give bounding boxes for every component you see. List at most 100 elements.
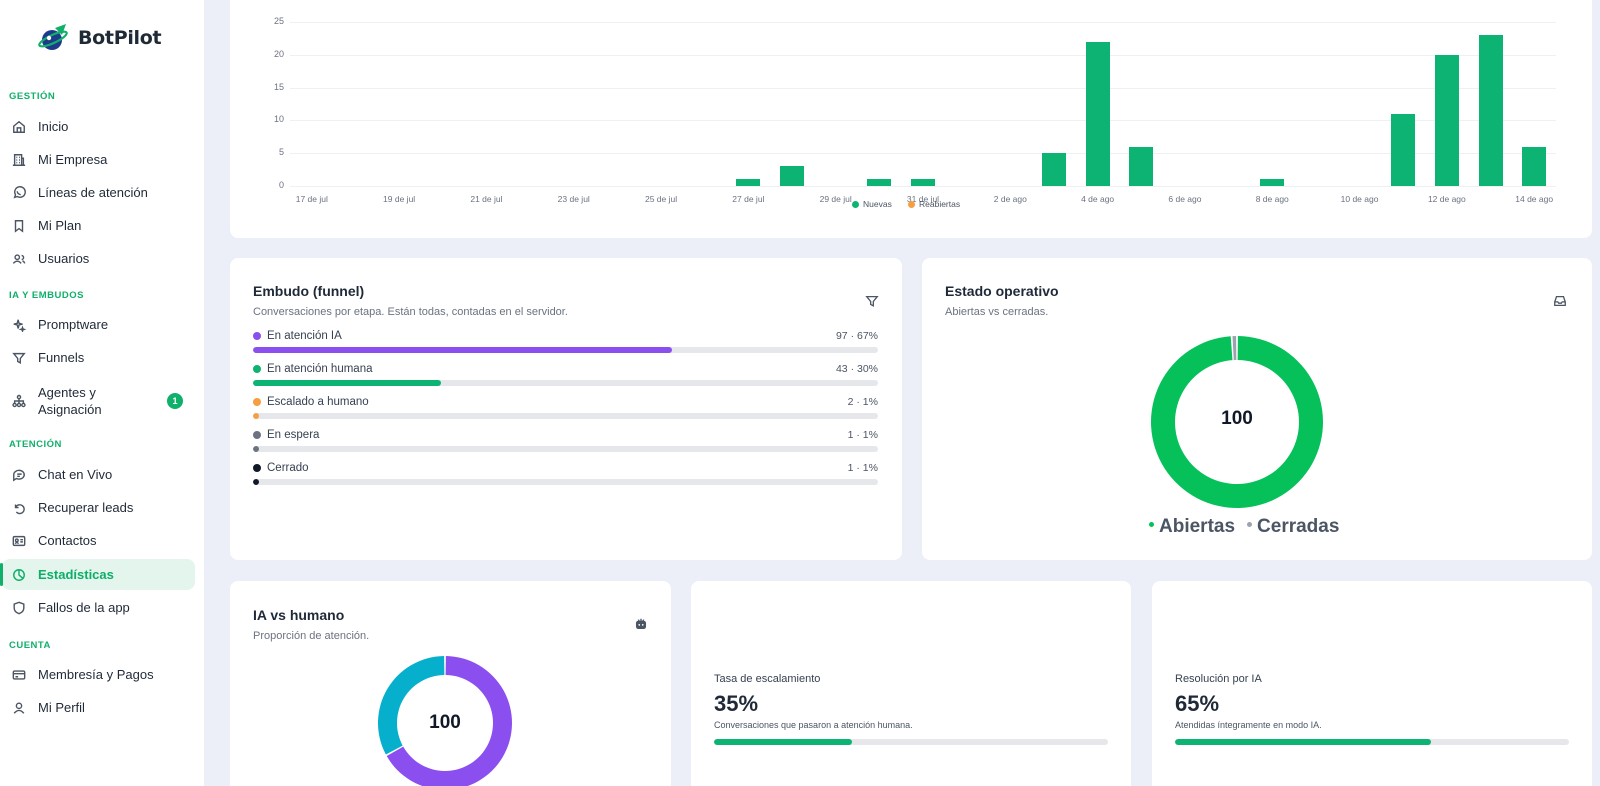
legend-label: Reabiertas	[919, 199, 961, 209]
legend-item-cerradas[interactable]: Cerradas	[1247, 516, 1339, 538]
donut-slice-cerradas[interactable]	[1232, 336, 1237, 361]
funnel-progress-fill	[253, 413, 260, 419]
donut-slice-humano[interactable]	[378, 656, 445, 755]
sidebar-item-inicio[interactable]: Inicio	[2, 111, 195, 142]
metric-description: Conversaciones que pasaron a atención hu…	[714, 720, 913, 730]
legend-dot-abiertas	[1149, 522, 1154, 528]
funnel-progress-track	[253, 380, 878, 386]
undo-icon	[14, 503, 25, 514]
sidebar-item-fallos[interactable]: Fallos de la app	[2, 592, 195, 623]
sidebar-item-agentes[interactable]: Agentes y Asignación 1	[2, 380, 195, 422]
gridline	[290, 186, 1556, 187]
metric-card-escalamiento: Tasa de escalamiento 35% Conversaciones …	[691, 581, 1131, 786]
sidebar-item-recuperar-leads[interactable]: Recuperar leads	[2, 492, 195, 523]
bar-14-de-ago[interactable]	[1522, 146, 1547, 186]
funnel-stage-name: En atención IA	[267, 330, 342, 342]
sidebar-item-label: Agentes y Asignación	[38, 385, 102, 417]
funnel-stage-name: Escalado a humano	[267, 396, 369, 408]
sidebar-item-label: Usuarios	[38, 251, 90, 266]
filter-icon	[12, 352, 26, 364]
chart-pie-icon	[13, 568, 25, 581]
sidebar-item-contactos[interactable]: Contactos	[2, 525, 195, 556]
sidebar-item-promptware[interactable]: Promptware	[2, 309, 195, 340]
sidebar-item-mi-plan[interactable]: Mi Plan	[2, 210, 195, 241]
funnel-progress-track	[253, 446, 878, 452]
metric-progress-fill	[714, 739, 852, 745]
ia-humano-card: IA vs humano Proporción de atención. 100	[230, 581, 671, 786]
x-tick-label: 14 de ago	[1515, 194, 1554, 204]
gridline	[290, 87, 1556, 89]
bar-3-de-ago[interactable]	[1041, 153, 1066, 186]
bar-31-de-jul[interactable]	[911, 179, 935, 186]
section-title-cuenta: CUENTA	[9, 640, 51, 651]
bar-4-de-ago[interactable]	[1085, 41, 1110, 186]
sparkles-icon	[13, 319, 26, 332]
shield-icon	[13, 601, 25, 614]
funnel-stage-label: En atención humana	[253, 363, 373, 375]
bar-8-de-ago[interactable]	[1260, 179, 1285, 186]
bar-27-de-jul[interactable]	[736, 179, 761, 186]
sidebar-item-funnels[interactable]: Funnels	[2, 342, 195, 373]
sidebar-item-label: Inicio	[38, 119, 69, 134]
estado-legend: Abiertas Cerradas	[1149, 516, 1339, 538]
credit-card-icon	[12, 669, 26, 680]
filter-icon[interactable]	[865, 294, 879, 308]
building-icon	[12, 153, 26, 166]
legend-item-abiertas[interactable]: Abiertas	[1149, 516, 1235, 538]
funnel-row[interactable]: En espera 1 · 1%	[253, 429, 878, 457]
metric-description: Atendidas íntegramente en modo IA.	[1175, 720, 1322, 730]
funnel-row[interactable]: Escalado a humano 2 · 1%	[253, 396, 878, 424]
donut-slice-ia[interactable]	[386, 656, 512, 786]
sidebar-item-label: Contactos	[38, 533, 97, 548]
section-title-ia-embudos: IA Y EMBUDOS	[9, 290, 84, 301]
metric-progress-track	[1175, 739, 1569, 745]
brand[interactable]: BotPilot	[38, 22, 162, 54]
sidebar-item-estadisticas[interactable]: Estadísticas	[0, 559, 195, 590]
gridline	[290, 22, 1556, 23]
funnel-stage-label: En espera	[253, 429, 319, 441]
funnel-stage-dot	[253, 332, 261, 340]
sidebar-item-chat-en-vivo[interactable]: Chat en Vivo	[2, 459, 195, 490]
inbox-icon[interactable]	[1553, 294, 1567, 308]
metric-label: Resolución por IA	[1175, 673, 1262, 685]
bar-30-de-jul[interactable]	[867, 179, 892, 186]
funnel-stage-dot	[253, 365, 261, 373]
sidebar-item-membresia[interactable]: Membresía y Pagos	[2, 659, 195, 690]
legend-label: Nuevas	[863, 199, 892, 209]
sidebar-item-label: Membresía y Pagos	[38, 667, 154, 682]
bar-28-de-jul[interactable]	[780, 166, 805, 186]
sidebar-item-label: Líneas de atención	[38, 185, 148, 200]
ia-humano-subtitle: Proporción de atención.	[253, 630, 370, 642]
funnel-stage-name: Cerrado	[267, 462, 309, 474]
legend-item-nuevas[interactable]: Nuevas	[852, 199, 892, 209]
x-tick-label: 21 de jul	[470, 194, 503, 204]
legend-item-reabiertas[interactable]: Reabiertas	[908, 199, 960, 209]
sidebar-item-label: Funnels	[38, 350, 85, 365]
users-icon	[12, 253, 26, 264]
sidebar-item-mi-perfil[interactable]: Mi Perfil	[2, 692, 195, 723]
timeline-bar-chart: 0 5 10 15 20 25 17 de jul 19 de jul 21 de jul 23 …	[230, 0, 1592, 238]
funnel-row[interactable]: Cerrado 1 · 1%	[253, 462, 878, 490]
bar-11-de-ago[interactable]	[1391, 113, 1416, 186]
funnel-row[interactable]: En atención humana 43 · 30%	[253, 363, 878, 391]
x-tick-label: 23 de jul	[557, 194, 590, 204]
ia-humano-title: IA vs humano	[253, 607, 345, 623]
sidebar-item-mi-empresa[interactable]: Mi Empresa	[2, 144, 195, 175]
user-icon	[13, 701, 25, 714]
bookmark-icon	[14, 219, 24, 233]
x-tick-label: 4 de ago	[1081, 194, 1115, 204]
sidebar-item-label: Estadísticas	[38, 567, 114, 582]
contact-card-icon	[12, 535, 26, 546]
funnel-row[interactable]: En atención IA 97 · 67%	[253, 330, 878, 358]
legend-dot-cerradas	[1247, 522, 1253, 528]
bar-13-de-ago[interactable]	[1478, 35, 1503, 186]
estado-subtitle: Abiertas vs cerradas.	[945, 306, 1049, 318]
funnel-stage-name: En espera	[267, 429, 320, 441]
sidebar-item-label: Recuperar leads	[38, 500, 134, 515]
funnel-stage-name: En atención humana	[267, 363, 373, 375]
bar-12-de-ago[interactable]	[1434, 54, 1459, 186]
sidebar-item-lineas[interactable]: Líneas de atención	[2, 177, 195, 208]
sidebar-item-usuarios[interactable]: Usuarios	[2, 243, 195, 274]
bar-5-de-ago[interactable]	[1129, 146, 1154, 186]
section-title-atencion: ATENCIÓN	[9, 439, 62, 450]
